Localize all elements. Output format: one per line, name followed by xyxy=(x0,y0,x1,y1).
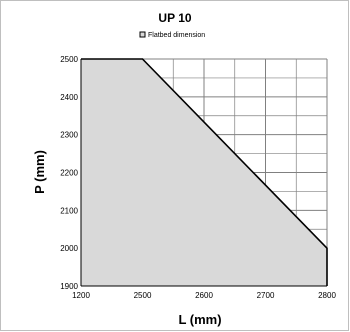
x-tick-label: 2600 xyxy=(195,291,213,300)
x-axis-title: L (mm) xyxy=(178,312,221,327)
x-tick-label: 1200 xyxy=(72,291,90,300)
x-tick-label: 2500 xyxy=(134,291,152,300)
y-tick-label: 1900 xyxy=(60,282,78,291)
y-axis-title: P (mm) xyxy=(32,150,47,194)
data-layer xyxy=(80,58,328,287)
legend-label: Flatbed dimension xyxy=(148,32,205,39)
y-tick-label: 2100 xyxy=(60,206,78,215)
y-tick-label: 2200 xyxy=(60,169,78,178)
y-tick-label: 2300 xyxy=(60,131,78,140)
series-area xyxy=(81,59,327,286)
y-tick-label: 2400 xyxy=(60,93,78,102)
x-tick-label: 2800 xyxy=(318,291,336,300)
chart-title: UP 10 xyxy=(158,11,191,25)
y-tick-label: 2000 xyxy=(60,244,78,253)
legend-swatch xyxy=(139,31,146,38)
y-tick-label: 2500 xyxy=(60,55,78,64)
y-tick-labels: 1900 2000 2100 2200 2300 2400 2500 xyxy=(60,55,78,291)
legend: Flatbed dimension xyxy=(139,31,205,39)
series-line xyxy=(81,58,328,286)
x-tick-label: 2700 xyxy=(257,291,275,300)
x-tick-labels: 1200 2500 2600 2700 2800 xyxy=(72,291,336,300)
